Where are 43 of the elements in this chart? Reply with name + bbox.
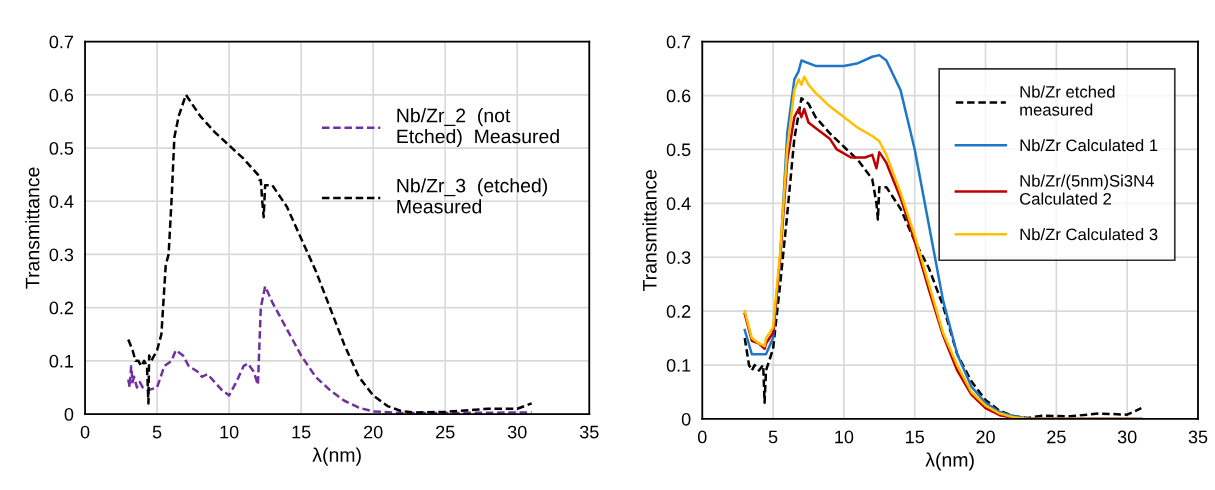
x-tick-label: 10: [220, 425, 239, 439]
x-tick-label: 25: [436, 425, 455, 439]
legend-label: Nb/Zr_2 (not Etched) Measured: [397, 108, 559, 148]
x-tick-label: 5: [768, 430, 778, 444]
y-tick-label: 0: [64, 407, 74, 421]
y-tick-label: 0.3: [49, 248, 74, 262]
x-tick-label: 20: [976, 430, 995, 444]
legend-label: Nb/Zr Calculated 1: [1020, 139, 1158, 152]
x-tick-label: 35: [1188, 430, 1208, 444]
y-axis-title: Transmittance: [25, 167, 40, 289]
x-tick-label: 20: [364, 425, 383, 439]
x-tick-label: 10: [835, 430, 854, 444]
y-tick-label: 0.2: [49, 301, 74, 315]
y-tick-label: 0.4: [49, 195, 74, 208]
y-tick-label: 0.7: [49, 35, 74, 49]
y-tick-label: 0.3: [666, 251, 691, 264]
x-axis-title: λ(nm): [925, 452, 974, 471]
x-tick-label: 30: [1117, 430, 1137, 444]
y-tick-label: 0.1: [666, 358, 691, 372]
y-tick-label: 0: [681, 412, 691, 426]
legend-label: Nb/Zr_3 (etched) Measured: [397, 178, 548, 214]
legend-label: Nb/Zr etched measured: [1020, 85, 1115, 116]
legend-label: Nb/Zr Calculated 3: [1020, 228, 1158, 241]
y-tick-label: 0.5: [49, 141, 74, 155]
x-axis-title: λ(nm): [312, 447, 361, 466]
x-tick-label: 35: [579, 425, 599, 439]
y-tick-label: 0.1: [49, 354, 74, 368]
x-tick-label: 5: [152, 425, 162, 439]
y-tick-label: 0.6: [666, 89, 691, 103]
line-series: [127, 285, 533, 415]
y-axis-title: Transmittance: [642, 169, 657, 292]
y-tick-label: 0.2: [666, 305, 691, 318]
y-tick-label: 0.6: [49, 88, 74, 102]
y-tick-label: 0.7: [666, 35, 691, 49]
x-tick-label: 30: [507, 425, 527, 439]
x-tick-label: 15: [292, 425, 311, 439]
x-tick-label: 0: [80, 425, 90, 439]
x-tick-label: 15: [906, 430, 925, 444]
legend-label: Nb/Zr/(5nm)Si3N4 Calculated 2: [1020, 174, 1154, 205]
y-tick-label: 0.5: [666, 143, 691, 157]
x-tick-label: 25: [1047, 430, 1066, 444]
x-tick-label: 0: [697, 430, 707, 444]
y-tick-label: 0.4: [666, 197, 691, 211]
